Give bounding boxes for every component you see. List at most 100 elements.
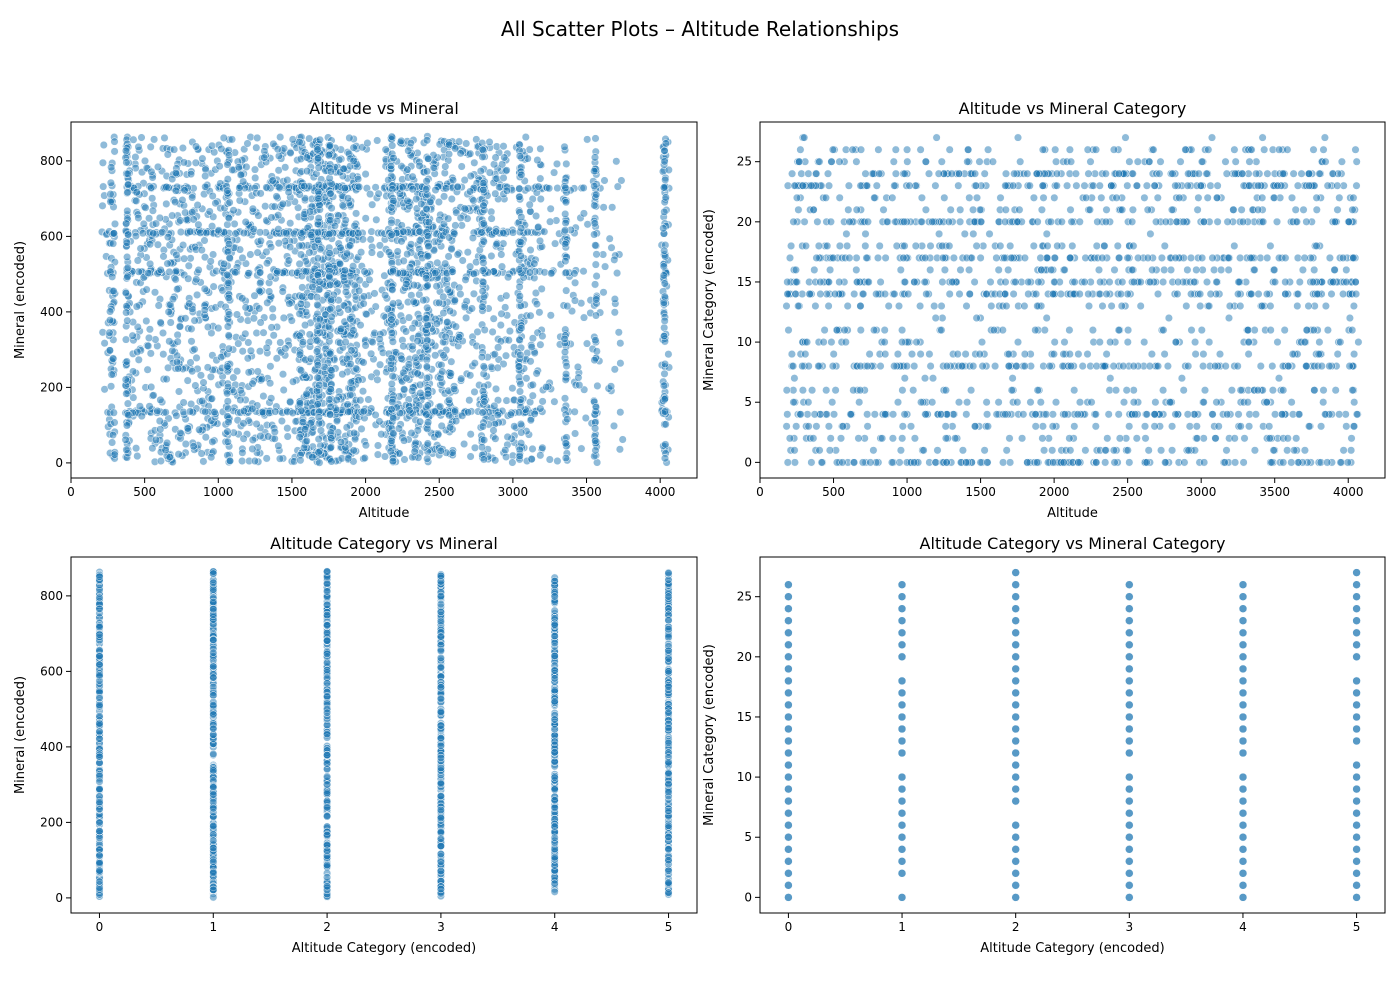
scatter-point [387, 132, 396, 141]
scatter-point [402, 374, 411, 383]
scatter-point [223, 437, 232, 446]
scatter-point [312, 347, 322, 356]
scatter-point [961, 458, 971, 467]
scatter-point [991, 362, 1000, 371]
scatter-point [453, 250, 462, 259]
scatter-point [592, 347, 601, 356]
scatter-point [457, 162, 466, 171]
scatter-point [281, 344, 290, 353]
scatter-point [1046, 217, 1055, 226]
scatter-point [1034, 277, 1043, 287]
y-tick-label: 600 [40, 229, 63, 243]
scatter-point [359, 299, 368, 308]
scatter-point [255, 304, 264, 313]
scatter-point [313, 235, 323, 245]
scatter-point [591, 336, 600, 345]
scatter-point [516, 379, 525, 389]
scatter-point [1213, 217, 1222, 226]
scatter-point [267, 394, 276, 403]
scatter-point [223, 270, 232, 279]
scatter-point [1273, 181, 1282, 190]
scatter-point [1234, 410, 1243, 419]
scatter-point [340, 266, 349, 275]
scatter-point [295, 137, 304, 147]
y-tick-label: 400 [40, 305, 63, 319]
scatter-point [349, 262, 358, 271]
scatter-point [467, 304, 476, 313]
scatter-point [434, 197, 443, 207]
scatter-point [591, 260, 600, 269]
scatter-point [223, 175, 232, 184]
scatter-point [301, 267, 310, 276]
scatter-point [196, 371, 205, 380]
scatter-point [248, 204, 257, 213]
scatter-point [470, 387, 479, 396]
scatter-point [313, 361, 322, 370]
scatter-point [448, 176, 458, 185]
scatter-point [284, 256, 293, 265]
x-tick-label: 3500 [571, 485, 602, 499]
scatter-point [443, 285, 452, 294]
scatter-point [388, 267, 398, 276]
scatter-point [357, 248, 366, 257]
scatter-point [423, 401, 432, 410]
scatter-point [431, 185, 440, 195]
scatter-point [1025, 181, 1034, 190]
scatter-point [255, 286, 264, 295]
scatter-point [1001, 181, 1010, 190]
scatter-point [1007, 253, 1016, 262]
scatter-point [460, 439, 469, 449]
scatter-point [1098, 253, 1107, 262]
scatter-point [499, 239, 508, 248]
scatter-point [134, 213, 143, 222]
scatter-point [325, 272, 334, 281]
scatter-point [823, 169, 833, 178]
scatter-point [153, 406, 162, 416]
scatter-point [844, 181, 853, 190]
scatter-point [515, 292, 524, 301]
scatter-point [1101, 169, 1110, 178]
scatter-point [325, 174, 334, 183]
scatter-point [615, 445, 624, 454]
scatter-point [1066, 362, 1076, 371]
scatter-point [413, 369, 422, 378]
scatter-point [1304, 169, 1314, 178]
scatter-point [982, 289, 991, 299]
scatter-point [238, 456, 247, 466]
scatter-point [783, 458, 792, 467]
scatter-point [122, 421, 132, 430]
scatter-point [131, 231, 140, 241]
scatter-point [388, 141, 397, 150]
scatter-point [590, 230, 599, 239]
scatter-point [1263, 169, 1272, 178]
scatter-point [561, 257, 570, 266]
scatter-point [546, 217, 555, 226]
scatter-point [106, 307, 115, 316]
scatter-point [522, 374, 531, 383]
scatter-point [661, 420, 670, 429]
scatter-point [122, 357, 131, 366]
scatter-point [1142, 181, 1151, 190]
scatter-point [148, 194, 157, 203]
scatter-point [326, 349, 335, 358]
scatter-point [441, 184, 451, 193]
scatter-point [570, 269, 579, 278]
scatter-point [599, 203, 608, 212]
scatter-point [591, 424, 600, 433]
scatter-point [422, 274, 431, 283]
scatter-point [187, 337, 196, 346]
y-tick-label: 800 [40, 154, 63, 168]
scatter-point [415, 161, 424, 170]
scatter-point [325, 395, 334, 404]
scatter-point [1168, 169, 1177, 178]
scatter-point [344, 454, 353, 463]
scatter-point [163, 259, 172, 268]
scatter-point [346, 359, 355, 369]
scatter-point [864, 277, 873, 287]
scatter-point [562, 361, 571, 371]
scatter-point [243, 354, 252, 363]
scatter-point [536, 340, 545, 349]
scatter-point [1308, 277, 1317, 287]
scatter-point [438, 367, 447, 376]
scatter-point [161, 408, 170, 417]
